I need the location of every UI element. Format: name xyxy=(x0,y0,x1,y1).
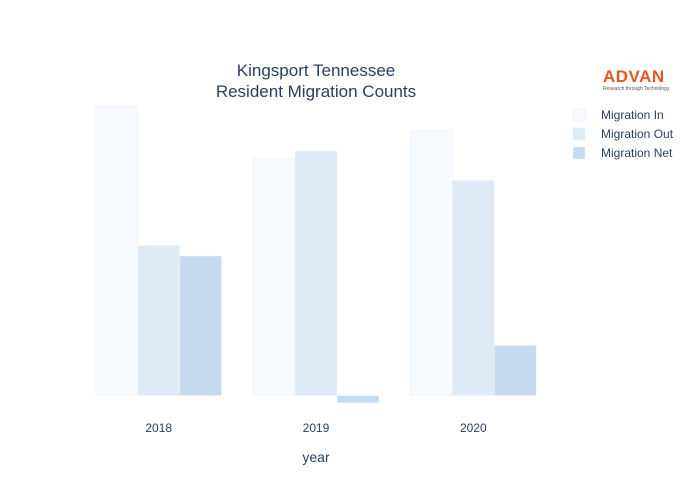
chart-title-line-1: Kingsport Tennessee xyxy=(237,61,395,80)
x-tick-labels: 2018 2019 2020 xyxy=(145,421,487,435)
bar-migration-net-2019[interactable] xyxy=(336,395,380,404)
bar-migration-in-2019[interactable] xyxy=(252,158,296,396)
bar-migration-out-2018[interactable] xyxy=(137,245,180,396)
bar-migration-net-2020[interactable] xyxy=(493,344,537,396)
bar-migration-out-2020[interactable] xyxy=(452,180,495,396)
legend-label: Migration In xyxy=(601,108,664,122)
bar-migration-in-2020[interactable] xyxy=(410,129,453,396)
bar-migration-out-2019[interactable] xyxy=(294,150,338,396)
advan-logo: ADVAN Research through Technology xyxy=(603,67,670,92)
bars-group xyxy=(95,105,537,404)
legend-label: Migration Out xyxy=(601,127,674,141)
legend-item-migration-in[interactable]: Migration In xyxy=(572,108,664,122)
legend-swatch xyxy=(572,127,586,141)
logo-wordmark: ADVAN xyxy=(603,67,665,86)
legend-item-migration-net[interactable]: Migration Net xyxy=(572,146,673,160)
x-axis-title: year xyxy=(302,449,330,465)
bar-migration-in-2018[interactable] xyxy=(95,105,138,396)
legend-item-migration-out[interactable]: Migration Out xyxy=(572,127,674,141)
x-tick-label-2018: 2018 xyxy=(145,421,172,435)
legend-swatch xyxy=(572,146,586,160)
x-tick-label-2019: 2019 xyxy=(303,421,330,435)
logo-tagline: Research through Technology xyxy=(603,86,670,92)
legend-swatch xyxy=(572,108,586,122)
bar-migration-net-2018[interactable] xyxy=(179,255,222,396)
legend-label: Migration Net xyxy=(601,146,673,160)
chart-title-line-2: Resident Migration Counts xyxy=(216,82,416,101)
legend[interactable]: Migration In Migration Out Migration Net xyxy=(572,108,674,160)
x-tick-label-2020: 2020 xyxy=(460,421,487,435)
